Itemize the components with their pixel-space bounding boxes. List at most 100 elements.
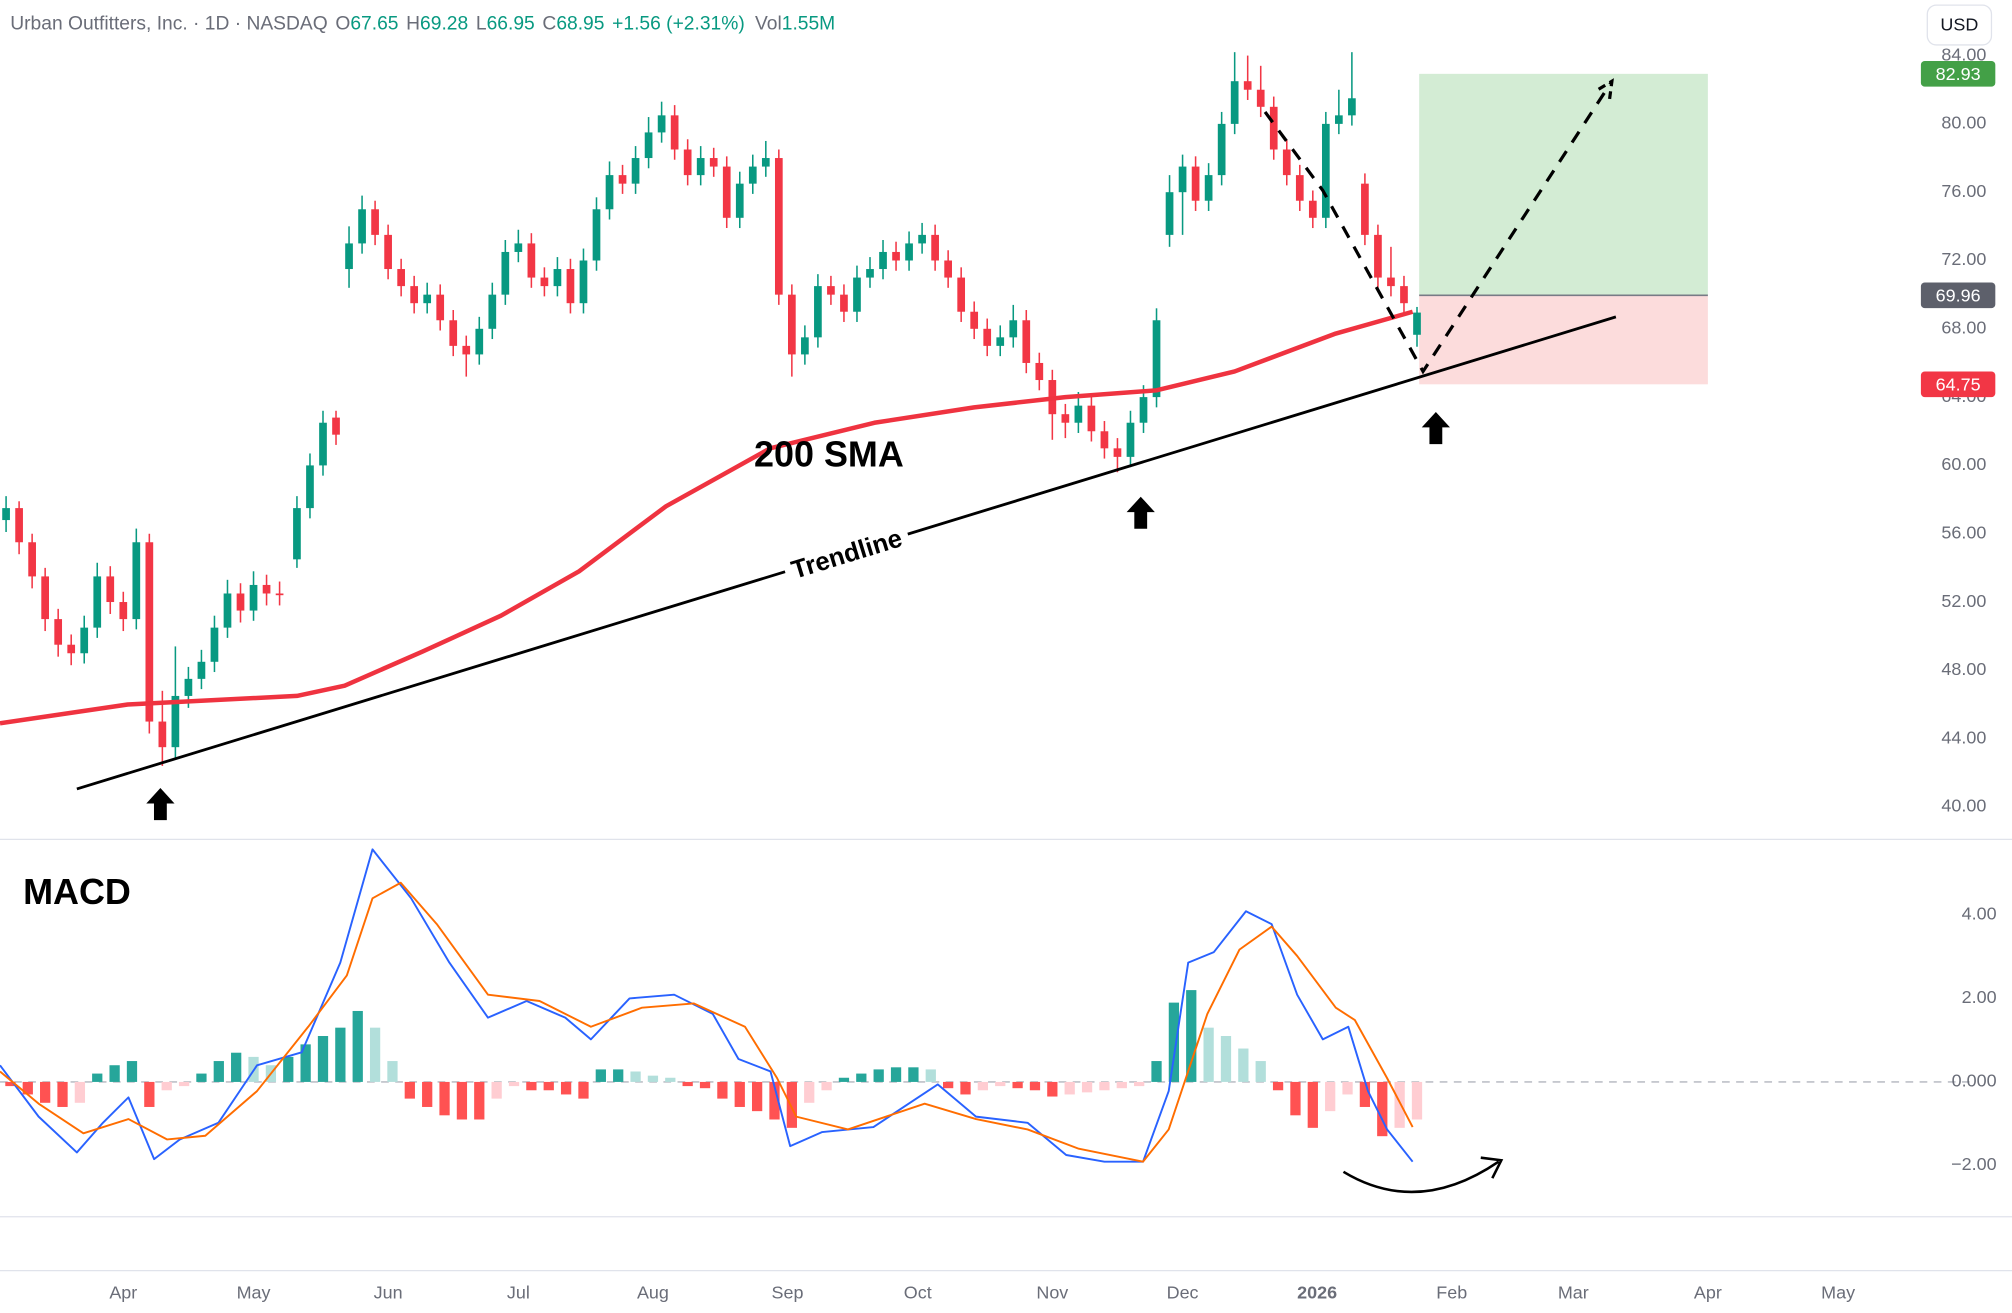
macd-histogram-bar: [960, 1081, 971, 1095]
currency-button[interactable]: [1926, 4, 1993, 46]
candle-body: [970, 311, 979, 329]
header-key: Vol: [755, 13, 782, 34]
macd-histogram-bar: [751, 1081, 763, 1112]
macd-histogram-bar: [665, 1077, 676, 1082]
macd-tick-label: 2.00: [1962, 987, 1997, 1007]
candle-body: [132, 542, 141, 620]
macd-histogram-bar: [369, 1027, 381, 1082]
macd-histogram-bar: [40, 1081, 51, 1103]
macd-histogram-bar: [491, 1081, 502, 1099]
macd-histogram-bar: [682, 1081, 693, 1087]
y-tick-label: 60.00: [1941, 454, 1986, 474]
x-tick-label: Apr: [1694, 1282, 1722, 1302]
macd-histogram-bar: [838, 1077, 850, 1082]
candle-body: [319, 422, 327, 466]
candle-body: [501, 251, 510, 295]
header-value: 69.28: [420, 13, 468, 34]
macd-histogram-bar: [213, 1061, 224, 1082]
candle-body: [944, 260, 952, 278]
candle-body: [983, 328, 992, 346]
macd-tick-label: −2.00: [1951, 1154, 1996, 1174]
x-tick-label: 2026: [1297, 1282, 1337, 1302]
candle-body: [41, 576, 49, 620]
candle-body: [1374, 234, 1382, 278]
candle-body: [1361, 183, 1369, 235]
candle-body: [488, 294, 497, 329]
macd-histogram-bar: [1290, 1081, 1301, 1116]
macd-histogram-bar: [508, 1081, 520, 1087]
projection-line: [1263, 80, 1614, 375]
candle-body: [709, 158, 718, 167]
macd-histogram-bar: [1325, 1081, 1336, 1112]
candle-body: [918, 234, 926, 244]
candle-body: [236, 593, 245, 611]
y-tick-label: 84.00: [1941, 44, 1986, 64]
front-layer: Apr May Jun Jul Aug Sep Oct Nov Dec 2026 Feb Mar Apr…: [109, 44, 1996, 1302]
curved-arrow: [1342, 1160, 1500, 1194]
candle-body: [553, 269, 562, 287]
macd-histogram-bar: [943, 1081, 954, 1089]
candle-body: [197, 661, 206, 679]
macd-histogram-bar: [352, 1010, 363, 1082]
candle-body: [475, 328, 484, 355]
up-arrow: [1126, 496, 1155, 529]
candle-body: [540, 277, 549, 287]
candle-body: [1100, 431, 1109, 449]
candle-body: [566, 269, 575, 304]
candle-body: [1335, 115, 1343, 124]
macd-histogram-bar: [1342, 1081, 1353, 1095]
candle-body: [1178, 166, 1187, 193]
header-title: Urban Outfitters, Inc. · 1D · NASDAQ: [10, 13, 327, 34]
candle-body: [514, 243, 523, 252]
candle-body: [54, 619, 63, 645]
candle-body: [106, 576, 115, 603]
candle-body: [119, 602, 128, 620]
macd-histogram-bar: [439, 1081, 450, 1116]
candle-body: [1022, 320, 1031, 363]
macd-histogram-bar: [126, 1061, 138, 1082]
macd-histogram-bar: [22, 1081, 33, 1095]
candle-body: [1321, 123, 1330, 218]
macd-line: [0, 881, 1414, 1163]
macd-histogram-bar: [57, 1081, 68, 1107]
label-background: [780, 519, 914, 590]
currency-label[interactable]: USD: [1940, 14, 1978, 34]
x-tick-label: Oct: [904, 1282, 932, 1302]
macd-tick-label: 4.00: [1962, 904, 1997, 924]
x-tick-label: Dec: [1167, 1282, 1199, 1302]
x-tick-label: Jul: [507, 1282, 530, 1302]
candle-body: [1217, 123, 1226, 176]
candle-body: [15, 508, 23, 543]
macd-histogram-bar: [1168, 1002, 1180, 1082]
macd-histogram-bar: [734, 1081, 745, 1107]
candle-body: [866, 269, 874, 278]
macd-histogram-bar: [1151, 1061, 1162, 1082]
up-arrow: [146, 788, 175, 821]
macd-histogram-bar: [925, 1069, 936, 1082]
macd-histogram-bar: [1047, 1081, 1058, 1097]
header-change: +1.56 (+2.31%): [612, 13, 745, 34]
candle-body: [223, 593, 232, 628]
candle-body: [345, 243, 353, 270]
macd-histogram-bar: [1220, 1036, 1232, 1082]
macd-histogram-bar: [578, 1081, 589, 1099]
macd-histogram-bar: [456, 1081, 468, 1120]
macd-histogram-bar: [786, 1081, 797, 1128]
x-tick-label: May: [1821, 1282, 1855, 1302]
macd-histogram-bar: [1012, 1081, 1023, 1089]
price-tag: [1920, 371, 1996, 398]
x-tick-label: Feb: [1436, 1282, 1467, 1302]
candle-body: [788, 294, 796, 355]
candle-body: [2, 508, 10, 521]
candle-body: [1009, 320, 1018, 338]
macd-histogram-bar: [908, 1067, 919, 1082]
candle-body: [332, 417, 340, 435]
macd-histogram-bar: [613, 1069, 624, 1082]
curved-arrow-head: [1480, 1156, 1504, 1179]
candle-body: [592, 209, 601, 261]
x-tick-label: Nov: [1036, 1282, 1068, 1302]
candle-body: [735, 183, 744, 218]
candle-body: [1113, 448, 1122, 457]
macd-histogram-bar: [300, 1044, 311, 1082]
